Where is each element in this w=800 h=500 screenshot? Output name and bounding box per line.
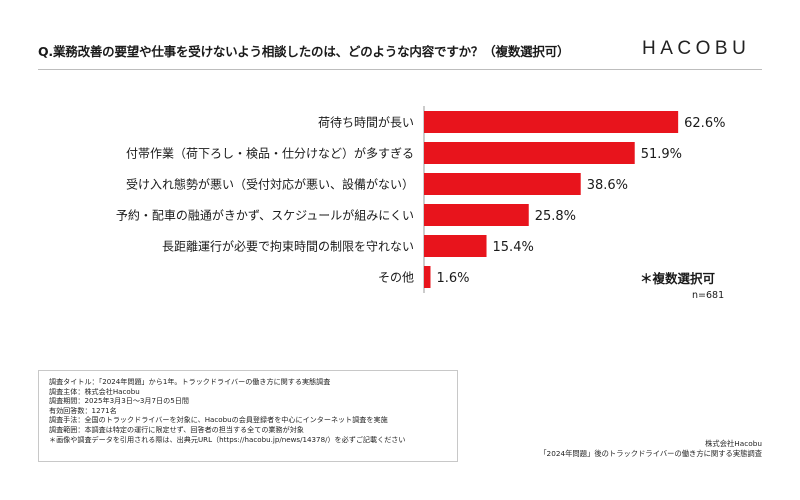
bar [424, 173, 581, 195]
value-label: 1.6% [436, 271, 469, 286]
category-label: 付帯作業（荷下ろし・検品・仕分けなど）が多すぎる [126, 146, 414, 161]
survey-info-line: 調査主体：株式会社Hacobu [49, 386, 140, 396]
sample-size-note: n=681 [692, 290, 725, 301]
value-label: 51.9% [641, 147, 682, 162]
multi-select-note: ＊複数選択可 [640, 271, 716, 286]
footer: 株式会社Hacobu 「2024年問題」後のトラックドライバーの働き方に関する実… [539, 439, 762, 459]
footer-report-title: 「2024年問題」後のトラックドライバーの働き方に関する実態調査 [539, 449, 762, 458]
hacobu-logo: HACOBU [642, 38, 751, 59]
bar [424, 142, 635, 164]
bar [424, 111, 679, 133]
bar [424, 235, 487, 257]
category-label: 長距離運行が必要で拘束時間の制限を守れない [162, 239, 414, 254]
question-title: Q.業務改善の要望や仕事を受けないよう相談したのは、どのような内容ですか？（複数… [38, 44, 570, 59]
value-label: 38.6% [587, 178, 628, 193]
survey-info-line: 調査期間：2025年3月3日～3月7日の5日間 [49, 396, 189, 406]
footer-company: 株式会社Hacobu [705, 439, 762, 448]
survey-info-line: 有効回答数：1271名 [49, 405, 117, 415]
value-label: 25.8% [535, 209, 576, 224]
value-label: 15.4% [493, 240, 534, 255]
survey-info-line: 調査手法：全国のトラックドライバーを対象に、Hacobuの会員登録者を中心にイン… [49, 415, 388, 425]
category-label: その他 [378, 271, 414, 285]
survey-info-line: 調査範囲：本調査は特定の運行に限定せず、回答者の担当する全ての業務が対象 [49, 424, 304, 434]
header-divider [38, 69, 762, 70]
category-label: 予約・配車の融通がきかず、スケジュールが組みにくい [116, 208, 414, 223]
bar [424, 266, 431, 288]
category-label: 荷待ち時間が長い [318, 115, 414, 130]
survey-info-box: 調査タイトル：「2024年問題」から1年。トラックドライバーの働き方に関する実態… [38, 370, 458, 462]
category-label: 受け入れ態勢が悪い（受付対応が悪い、設備がない） [126, 177, 414, 192]
value-label: 62.6% [684, 116, 725, 131]
bar [424, 204, 529, 226]
survey-info-line: 調査タイトル：「2024年問題」から1年。トラックドライバーの働き方に関する実態… [49, 377, 331, 386]
bar-chart: 荷待ち時間が長い 62.6% 付帯作業（荷下ろし・検品・仕分けなど）が多すぎる 51.… [116, 106, 725, 293]
survey-info-line: ＊画像や調査データを引用される際は、出典元URL（https://hacobu.… [49, 434, 406, 444]
